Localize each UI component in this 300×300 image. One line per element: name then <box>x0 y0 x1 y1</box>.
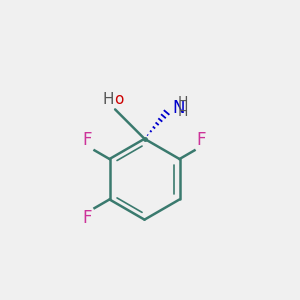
Text: H: H <box>178 105 188 119</box>
Text: F: F <box>83 209 92 227</box>
Text: N: N <box>172 99 184 117</box>
Text: F: F <box>83 131 92 149</box>
Text: F: F <box>197 131 206 149</box>
Text: o: o <box>114 92 123 106</box>
Text: H: H <box>177 95 188 110</box>
Text: H: H <box>103 92 114 106</box>
